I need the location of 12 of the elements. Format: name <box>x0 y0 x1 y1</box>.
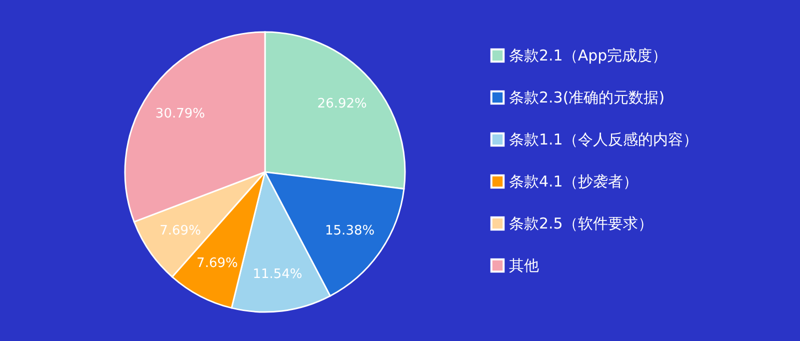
data-label: 11.54% <box>252 267 302 282</box>
legend-label: 条款2.3(准确的元数据) <box>509 88 665 106</box>
data-label: 15.38% <box>325 223 375 238</box>
legend-label: 其他 <box>509 256 539 274</box>
data-label: 30.79% <box>155 106 205 122</box>
legend-label: 条款2.5（软件要求） <box>509 214 653 232</box>
data-label: 26.92% <box>317 96 367 112</box>
data-label: 7.69% <box>196 256 238 272</box>
legend-label: 条款4.1（抄袭者） <box>509 172 638 190</box>
legend-label: 条款1.1（令人反感的内容） <box>509 130 698 148</box>
data-label: 7.69% <box>160 224 201 239</box>
legend-label: 条款2.1（App完成度） <box>509 46 668 64</box>
